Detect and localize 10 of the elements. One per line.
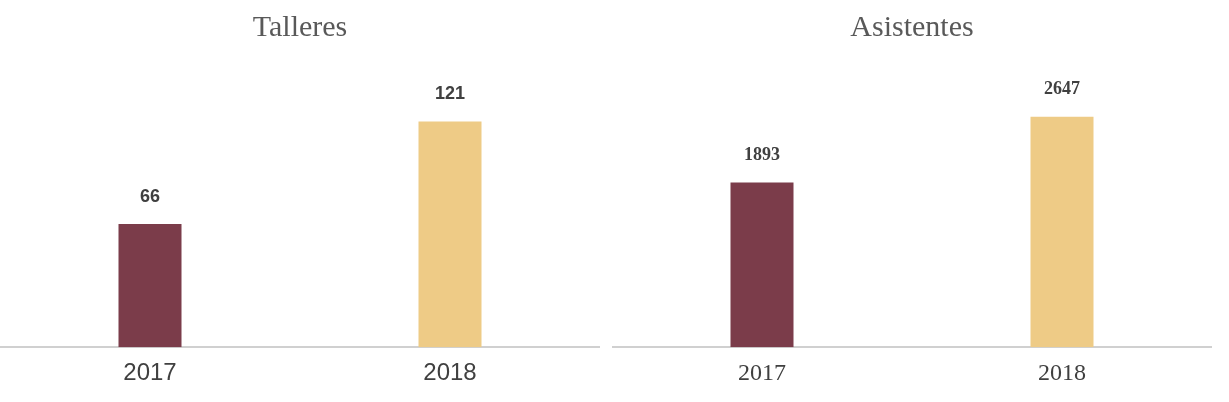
data-label: 2647 xyxy=(1044,78,1080,99)
chart-title: Talleres xyxy=(252,8,348,42)
data-label: 121 xyxy=(434,83,466,104)
chart-title: Asistentes xyxy=(850,8,974,42)
x-tick-label: 2017 xyxy=(738,358,786,385)
x-tick-label: 2018 xyxy=(423,358,477,386)
data-label: 66 xyxy=(139,186,161,207)
x-tick-label: 2018 xyxy=(1038,358,1086,385)
data-label: 1893 xyxy=(744,144,780,165)
x-tick-label: 2017 xyxy=(123,358,177,386)
